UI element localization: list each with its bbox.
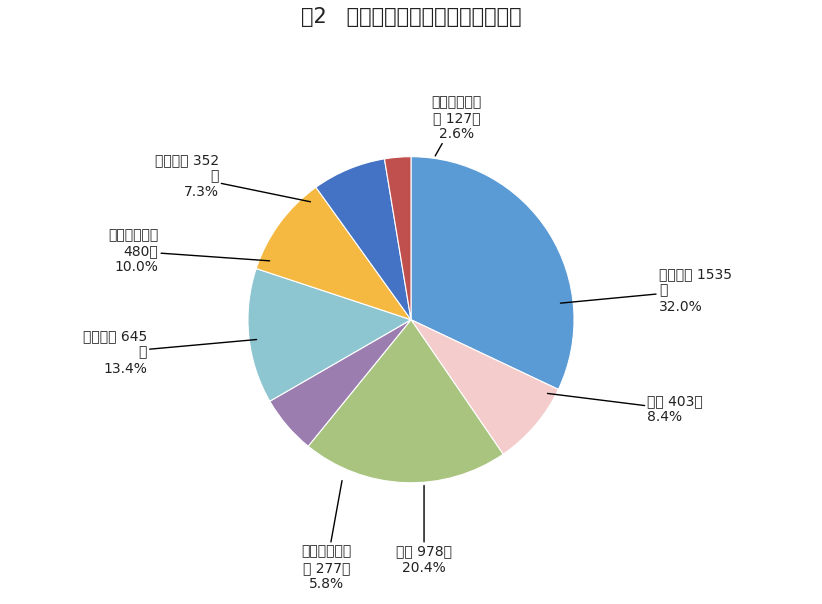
Text: 食品烟酒 1535
元
32.0%: 食品烟酒 1535 元 32.0% xyxy=(561,267,732,313)
Title: 图2   一季度居民人均消费支出及构成: 图2 一季度居民人均消费支出及构成 xyxy=(301,7,521,27)
Wedge shape xyxy=(316,159,411,320)
Text: 交通通信 645
元
13.4%: 交通通信 645 元 13.4% xyxy=(83,329,256,376)
Text: 医疗保健 352
元
7.3%: 医疗保健 352 元 7.3% xyxy=(155,153,311,202)
Wedge shape xyxy=(270,320,411,446)
Wedge shape xyxy=(385,156,411,320)
Wedge shape xyxy=(411,156,574,390)
Wedge shape xyxy=(256,187,411,320)
Text: 居住 978元
20.4%: 居住 978元 20.4% xyxy=(396,486,452,575)
Wedge shape xyxy=(411,320,558,454)
Text: 生活用品及服
务 277元
5.8%: 生活用品及服 务 277元 5.8% xyxy=(301,481,351,591)
Text: 其他用品和服
务 127元
2.6%: 其他用品和服 务 127元 2.6% xyxy=(432,95,482,156)
Wedge shape xyxy=(248,269,411,401)
Text: 衣着 403元
8.4%: 衣着 403元 8.4% xyxy=(547,393,703,425)
Wedge shape xyxy=(308,320,503,483)
Text: 教育文化娱乐
480元
10.0%: 教育文化娱乐 480元 10.0% xyxy=(108,228,270,274)
